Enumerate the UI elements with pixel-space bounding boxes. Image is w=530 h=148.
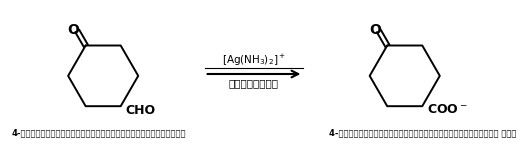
Text: COO$^-$: COO$^-$: [427, 103, 467, 116]
Text: O: O: [369, 22, 381, 37]
Text: 4-ऑक्सोसाइक्लोहेक्सेनकार्बेल्डिहाइड: 4-ऑक्सोसाइक्लोहेक्सेनकार्बेल्डिहाइड: [11, 129, 186, 138]
Text: ऑक्सीकरण: ऑक्सीकरण: [229, 78, 279, 88]
Text: O: O: [67, 22, 79, 37]
Text: [Ag(NH$_3$)$_2$]$^+$: [Ag(NH$_3$)$_2$]$^+$: [222, 53, 286, 69]
Text: CHO: CHO: [125, 104, 155, 117]
Text: 4-ऑक्सोसाइक्लोहेक्सेनकार्बोक्सिलेट आयन: 4-ऑक्सोसाइक्लोहेक्सेनकार्बोक्सिलेट आयन: [330, 129, 517, 138]
